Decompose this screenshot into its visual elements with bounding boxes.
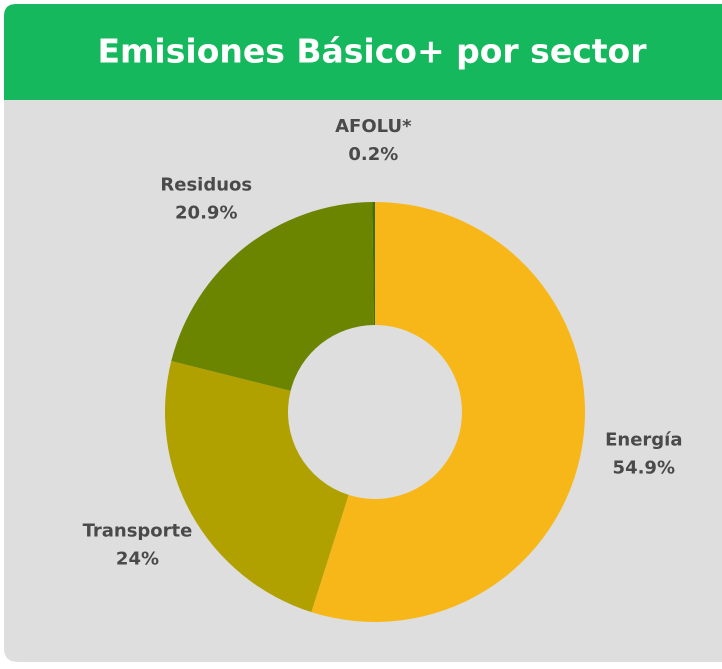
slice-label: Residuos bbox=[160, 175, 252, 196]
slice-label: AFOLU* bbox=[335, 116, 412, 137]
header bbox=[4, 4, 722, 100]
slice-label: Transporte bbox=[83, 521, 193, 542]
slice-value: 24% bbox=[116, 549, 159, 570]
donut-slice bbox=[311, 202, 585, 622]
slice-value: 0.2% bbox=[348, 144, 398, 165]
donut-slice bbox=[171, 202, 374, 391]
slice-label: Energía bbox=[605, 430, 682, 451]
chart-title: Emisiones Básico+ por sector bbox=[98, 32, 648, 71]
donut-slice bbox=[164, 361, 349, 613]
slice-value: 20.9% bbox=[175, 203, 237, 224]
donut-slice bbox=[372, 202, 375, 326]
slice-value: 54.9% bbox=[613, 458, 675, 479]
